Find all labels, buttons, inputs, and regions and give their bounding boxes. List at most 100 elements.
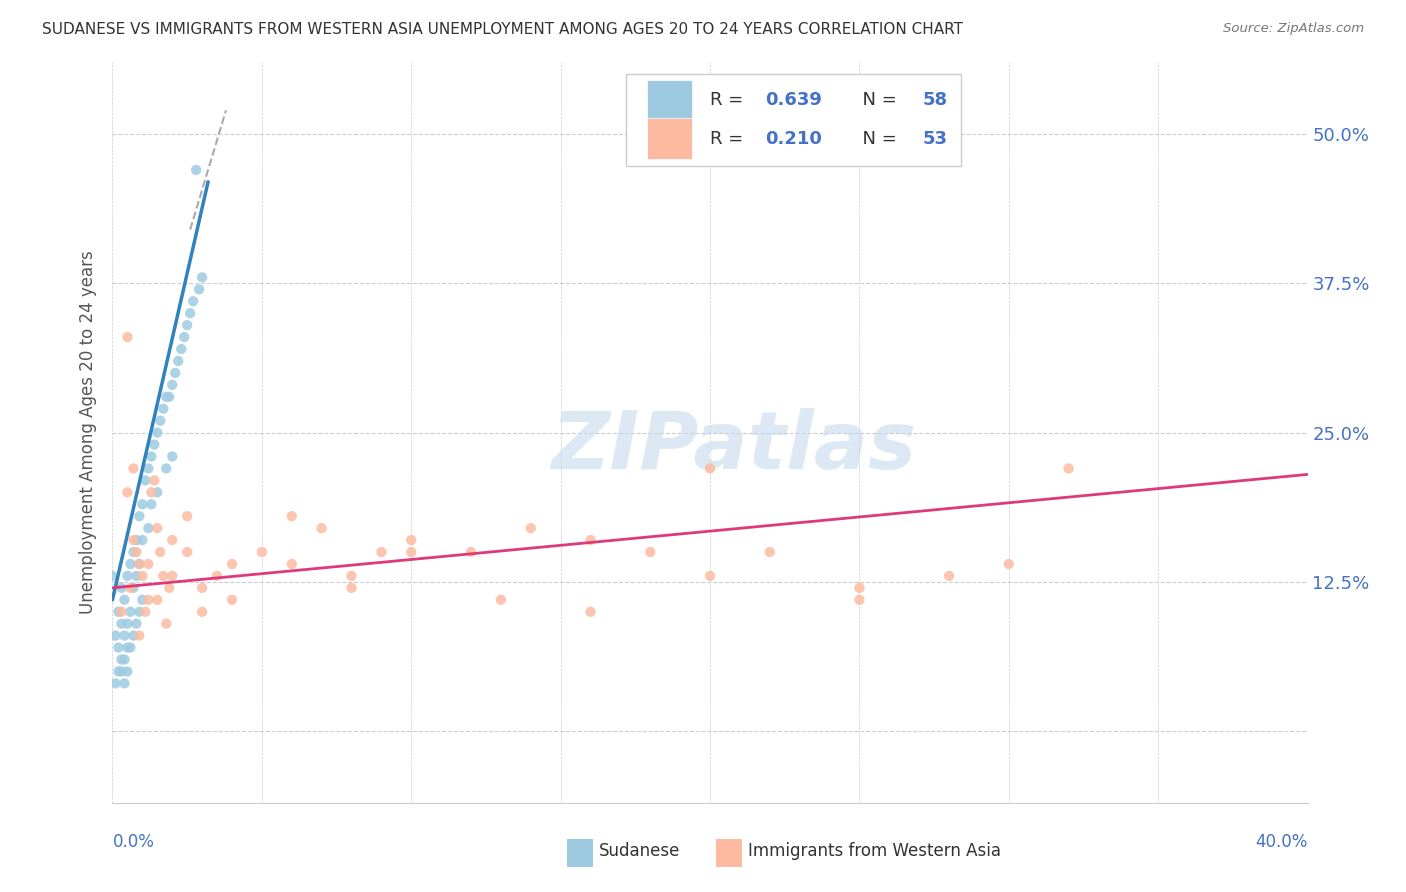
Point xyxy=(311,521,333,535)
Text: Immigrants from Western Asia: Immigrants from Western Asia xyxy=(748,842,1001,860)
Point xyxy=(250,545,273,559)
Point xyxy=(125,545,148,559)
Bar xyxy=(647,80,692,120)
Point xyxy=(998,557,1021,571)
Point xyxy=(176,545,198,559)
Point xyxy=(170,342,193,356)
Point xyxy=(107,665,129,679)
Point xyxy=(176,509,198,524)
Point xyxy=(759,545,782,559)
Point xyxy=(848,581,870,595)
Bar xyxy=(567,839,593,867)
Point xyxy=(188,282,211,296)
Point xyxy=(579,605,602,619)
Point xyxy=(117,569,139,583)
Point xyxy=(162,569,183,583)
Text: 40.0%: 40.0% xyxy=(1256,832,1308,851)
Point xyxy=(117,485,139,500)
Point xyxy=(162,377,183,392)
Point xyxy=(125,569,148,583)
Point xyxy=(117,616,139,631)
Point xyxy=(131,569,153,583)
Point xyxy=(122,629,145,643)
Point xyxy=(120,605,142,619)
Point xyxy=(938,569,960,583)
Point xyxy=(117,640,139,655)
Point xyxy=(114,676,135,690)
Point xyxy=(579,533,602,547)
Point xyxy=(146,592,169,607)
Text: Sudanese: Sudanese xyxy=(599,842,681,860)
Point xyxy=(110,616,132,631)
Point xyxy=(155,390,177,404)
Text: 0.639: 0.639 xyxy=(765,91,823,109)
Point xyxy=(125,533,148,547)
Point xyxy=(114,592,135,607)
Point xyxy=(157,581,180,595)
Point xyxy=(134,605,156,619)
Point xyxy=(181,294,204,309)
Point xyxy=(340,581,363,595)
Point xyxy=(120,581,142,595)
Point xyxy=(186,162,208,177)
Point xyxy=(281,509,304,524)
Point xyxy=(640,545,662,559)
Point xyxy=(848,592,870,607)
Point xyxy=(114,629,135,643)
Point xyxy=(152,569,174,583)
Text: 53: 53 xyxy=(922,129,948,147)
Point xyxy=(110,581,132,595)
Point xyxy=(122,581,145,595)
Text: R =: R = xyxy=(710,129,749,147)
Point xyxy=(138,461,160,475)
Text: R =: R = xyxy=(710,91,749,109)
Point xyxy=(128,557,150,571)
Point xyxy=(176,318,198,333)
Point xyxy=(146,425,169,440)
Text: N =: N = xyxy=(851,91,903,109)
Point xyxy=(155,616,177,631)
Point xyxy=(149,414,172,428)
Point xyxy=(141,497,163,511)
Point xyxy=(131,533,153,547)
Point xyxy=(122,533,145,547)
Text: 0.210: 0.210 xyxy=(765,129,823,147)
Point xyxy=(104,676,127,690)
Text: Source: ZipAtlas.com: Source: ZipAtlas.com xyxy=(1223,22,1364,36)
Point xyxy=(1057,461,1080,475)
Bar xyxy=(647,118,692,159)
Text: SUDANESE VS IMMIGRANTS FROM WESTERN ASIA UNEMPLOYMENT AMONG AGES 20 TO 24 YEARS : SUDANESE VS IMMIGRANTS FROM WESTERN ASIA… xyxy=(42,22,963,37)
Point xyxy=(146,521,169,535)
Point xyxy=(125,616,148,631)
Point xyxy=(221,592,243,607)
Point xyxy=(122,461,145,475)
Point xyxy=(179,306,201,320)
Point xyxy=(401,533,423,547)
Point xyxy=(114,652,135,666)
Point xyxy=(138,592,160,607)
Point xyxy=(191,270,214,285)
Point xyxy=(138,557,160,571)
Text: ZIPatlas: ZIPatlas xyxy=(551,409,917,486)
Point xyxy=(141,485,163,500)
Point xyxy=(120,557,142,571)
Point xyxy=(128,605,150,619)
Text: N =: N = xyxy=(851,129,903,147)
Point xyxy=(191,605,214,619)
Point xyxy=(191,581,214,595)
Text: 58: 58 xyxy=(922,91,948,109)
Point xyxy=(141,450,163,464)
Point xyxy=(104,629,127,643)
Point xyxy=(520,521,543,535)
Point xyxy=(340,569,363,583)
Point xyxy=(101,569,124,583)
Point xyxy=(128,557,150,571)
Bar xyxy=(716,839,742,867)
Point xyxy=(155,461,177,475)
Point xyxy=(699,569,721,583)
Point xyxy=(162,450,183,464)
Point xyxy=(157,390,180,404)
Point xyxy=(281,557,304,571)
Point xyxy=(128,509,150,524)
Point xyxy=(143,474,166,488)
